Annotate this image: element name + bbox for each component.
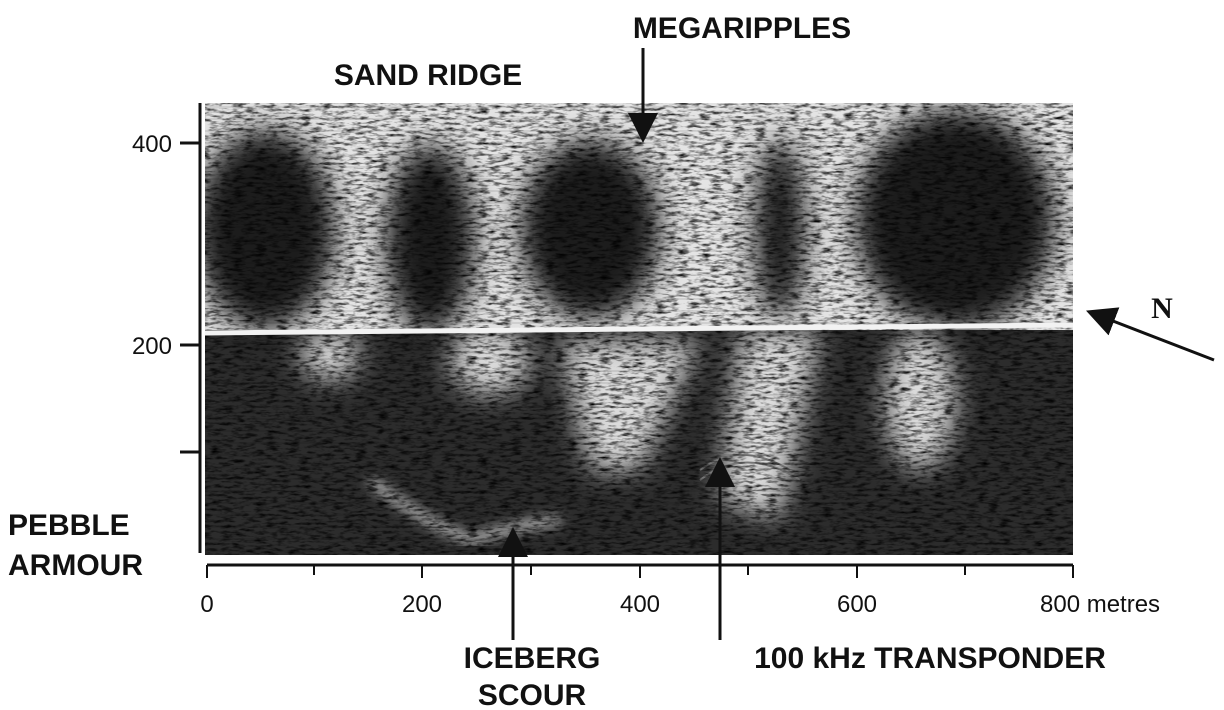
x-tick-label: 800 metres [1040,591,1160,618]
y-tick-label: 200 [132,333,172,360]
annotation: SAND RIDGE [334,59,522,92]
annotation: 100 kHz TRANSPONDER [754,642,1106,675]
y-tick-label: 400 [132,131,172,158]
x-tick-label: 400 [620,591,660,618]
x-tick-label: 600 [837,591,877,618]
north-label: N [1151,292,1173,325]
figure: 400 200 0 200 400 600 800 metres MEGARIP… [0,0,1224,710]
annotation: PEBBLE [8,509,130,542]
annotation: ARMOUR [8,549,143,582]
annotation: ICEBERG [464,642,601,675]
x-tick-label: 0 [200,591,213,618]
x-tick-label: 200 [402,591,442,618]
annotation: MEGARIPPLES [633,12,851,45]
annotation: SCOUR [478,679,587,710]
sonograph [195,103,1073,555]
